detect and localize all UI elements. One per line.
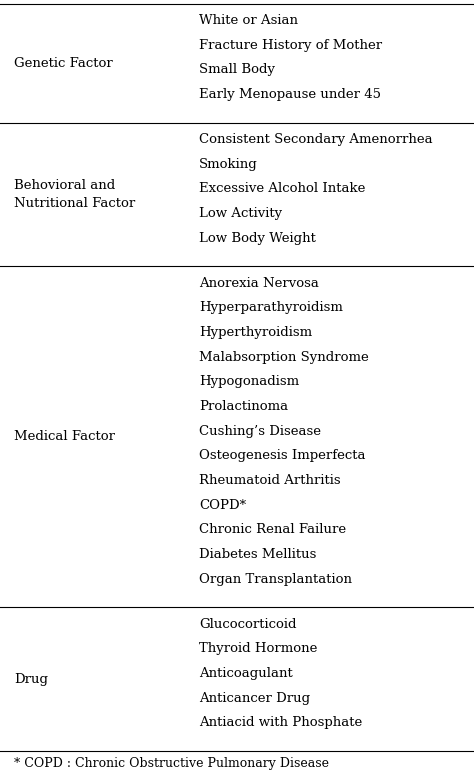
Text: Drug: Drug — [14, 672, 48, 686]
Text: Glucocorticoid: Glucocorticoid — [199, 618, 297, 630]
Text: Consistent Secondary Amenorrhea: Consistent Secondary Amenorrhea — [199, 133, 433, 146]
Text: Excessive Alcohol Intake: Excessive Alcohol Intake — [199, 183, 365, 195]
Text: Chronic Renal Failure: Chronic Renal Failure — [199, 523, 346, 537]
Text: Fracture History of Mother: Fracture History of Mother — [199, 39, 382, 52]
Text: Hyperthyroidism: Hyperthyroidism — [199, 326, 312, 339]
Text: Low Activity: Low Activity — [199, 207, 282, 220]
Text: Anticoagulant: Anticoagulant — [199, 667, 293, 680]
Text: Malabsorption Syndrome: Malabsorption Syndrome — [199, 351, 369, 364]
Text: Osteogenesis Imperfecta: Osteogenesis Imperfecta — [199, 449, 365, 462]
Text: Antiacid with Phosphate: Antiacid with Phosphate — [199, 716, 362, 729]
Text: Genetic Factor: Genetic Factor — [14, 57, 113, 70]
Text: Rheumatoid Arthritis: Rheumatoid Arthritis — [199, 474, 341, 487]
Text: Thyroid Hormone: Thyroid Hormone — [199, 642, 318, 655]
Text: Prolactinoma: Prolactinoma — [199, 400, 288, 413]
Text: COPD*: COPD* — [199, 498, 246, 512]
Text: Anticancer Drug: Anticancer Drug — [199, 691, 310, 704]
Text: * COPD : Chronic Obstructive Pulmonary Disease: * COPD : Chronic Obstructive Pulmonary D… — [14, 757, 329, 770]
Text: Behovioral and
Nutritional Factor: Behovioral and Nutritional Factor — [14, 179, 136, 210]
Text: Medical Factor: Medical Factor — [14, 430, 115, 444]
Text: Low Body Weight: Low Body Weight — [199, 232, 316, 244]
Text: Anorexia Nervosa: Anorexia Nervosa — [199, 276, 319, 290]
Text: Cushing’s Disease: Cushing’s Disease — [199, 425, 321, 437]
Text: Smoking: Smoking — [199, 158, 258, 171]
Text: Diabetes Mellitus: Diabetes Mellitus — [199, 548, 317, 561]
Text: Small Body: Small Body — [199, 63, 275, 77]
Text: Hypogonadism: Hypogonadism — [199, 376, 299, 388]
Text: Hyperparathyroidism: Hyperparathyroidism — [199, 301, 343, 314]
Text: White or Asian: White or Asian — [199, 14, 298, 27]
Text: Early Menopause under 45: Early Menopause under 45 — [199, 88, 381, 101]
Text: Organ Transplantation: Organ Transplantation — [199, 572, 352, 586]
